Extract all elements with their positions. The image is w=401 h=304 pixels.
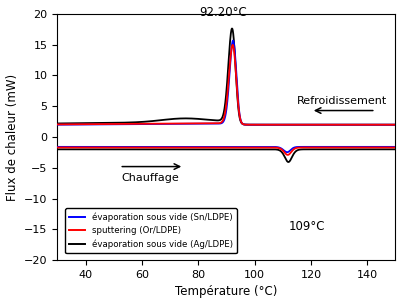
X-axis label: Température (°C): Température (°C) <box>175 285 277 299</box>
Text: Refroidissement: Refroidissement <box>297 96 387 106</box>
Text: Chauffage: Chauffage <box>122 173 179 183</box>
Y-axis label: Flux de chaleur (mW): Flux de chaleur (mW) <box>6 74 18 201</box>
Text: 92.20°C: 92.20°C <box>200 6 247 19</box>
Legend: évaporation sous vide (Sn/LDPE), sputtering (Or/LDPE), évaporation sous vide (Ag: évaporation sous vide (Sn/LDPE), sputter… <box>65 208 237 254</box>
Text: 109°C: 109°C <box>288 220 325 233</box>
